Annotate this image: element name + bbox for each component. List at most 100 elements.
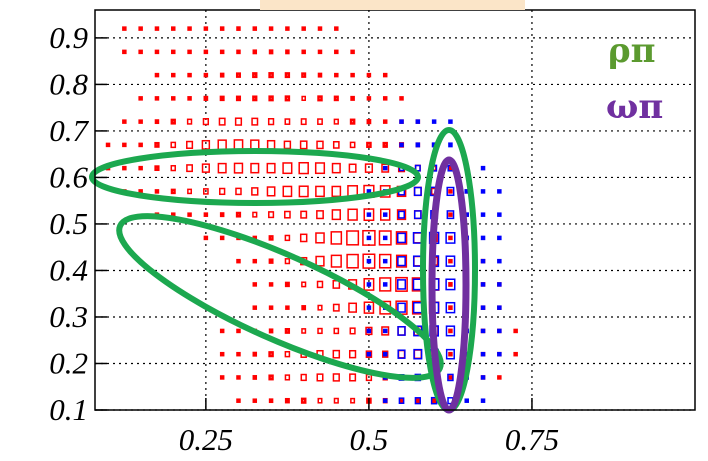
red-box-mark [448,282,453,287]
blue-box-mark [366,258,372,264]
blue-box-mark [431,119,437,124]
red-box-mark [203,49,209,55]
red-box-mark [395,276,408,292]
red-box-mark [268,235,274,241]
red-box-mark [316,373,324,382]
red-box-mark [187,212,192,217]
legend-rho-pi: ρπ [608,31,656,71]
red-box-mark [382,72,388,78]
blue-box-mark [382,282,388,287]
red-box-mark [219,212,225,218]
red-box-mark [382,141,388,148]
blue-box-mark [447,373,454,382]
blue-box-mark [396,279,407,290]
x-tick-label: 0.25 [179,422,233,457]
blue-box-mark [464,398,469,403]
red-box-mark [154,49,160,55]
y-tick-label: 0.3 [49,299,88,334]
red-box-mark [315,232,325,244]
red-box-mark [284,397,290,404]
red-box-mark [219,95,225,102]
red-box-mark [300,118,307,126]
blue-box-mark [415,142,421,148]
red-box-mark [301,328,307,334]
red-box-mark [448,235,453,241]
red-box-mark [203,235,209,241]
red-box-mark [187,72,192,78]
red-box-mark [284,328,291,334]
red-box-mark [395,231,408,245]
blue-box-mark [397,256,406,267]
red-box-mark [201,139,211,150]
red-box-mark [382,119,388,124]
red-box-mark [448,189,453,194]
red-box-mark [251,187,259,196]
red-box-mark [397,349,406,359]
red-box-mark [218,117,226,126]
red-box-mark [252,398,258,403]
red-box-mark [397,326,406,336]
red-box-mark [122,119,127,124]
red-box-mark [317,327,323,335]
blue-box-mark [414,397,421,405]
blue-box-mark [480,165,486,171]
blue-box-mark [446,186,455,197]
red-box-mark [366,96,372,101]
red-box-mark [315,255,325,267]
box-marks [105,26,518,405]
blue-box-mark [366,212,372,217]
red-box-mark [301,26,306,31]
red-box-mark [219,26,225,31]
red-box-mark [105,142,111,148]
red-box-mark [448,258,453,264]
red-box-mark [299,233,308,243]
red-box-mark [219,235,225,241]
blue-box-mark [446,210,455,220]
red-box-mark [171,26,176,31]
blue-box-mark [497,351,502,357]
red-box-mark [268,305,274,310]
red-box-mark [301,72,307,78]
red-box-mark [301,305,307,311]
red-box-mark [252,258,258,264]
red-box-mark [170,141,177,149]
red-box-mark [331,209,341,221]
rho-pi-band-ellipse-lower [116,213,444,381]
y-tick-label: 0.4 [49,252,88,287]
red-box-mark [268,351,274,358]
red-box-mark [382,96,388,101]
blue-box-mark [497,212,502,217]
red-box-mark [396,209,407,221]
red-box-mark [413,186,422,197]
blue-box-mark [397,349,406,359]
red-box-mark [333,397,339,404]
blue-box-mark [480,305,486,310]
red-box-mark [448,375,453,380]
red-box-mark [235,72,241,78]
red-box-mark [349,373,357,382]
red-box-mark [122,165,127,171]
blue-box-mark [397,302,406,313]
red-box-mark [235,187,242,196]
y-tick-label: 0.8 [49,66,88,101]
red-box-mark [154,72,160,78]
red-box-mark [334,26,339,31]
red-box-mark [236,49,241,55]
red-box-mark [513,328,518,334]
red-box-mark [252,72,258,79]
red-box-mark [187,49,192,55]
red-box-mark [171,72,176,78]
red-box-mark [378,253,392,269]
red-box-mark [332,141,340,149]
red-box-mark [332,349,341,359]
red-box-mark [415,398,421,404]
red-box-mark [363,208,375,222]
blue-box-mark [399,119,404,124]
red-box-mark [284,258,291,265]
y-tick-label: 0.6 [49,159,88,194]
blue-box-mark [366,282,372,287]
red-box-mark [268,72,274,79]
red-box-mark [171,96,176,101]
red-box-mark [252,305,258,310]
red-box-mark [284,351,291,358]
